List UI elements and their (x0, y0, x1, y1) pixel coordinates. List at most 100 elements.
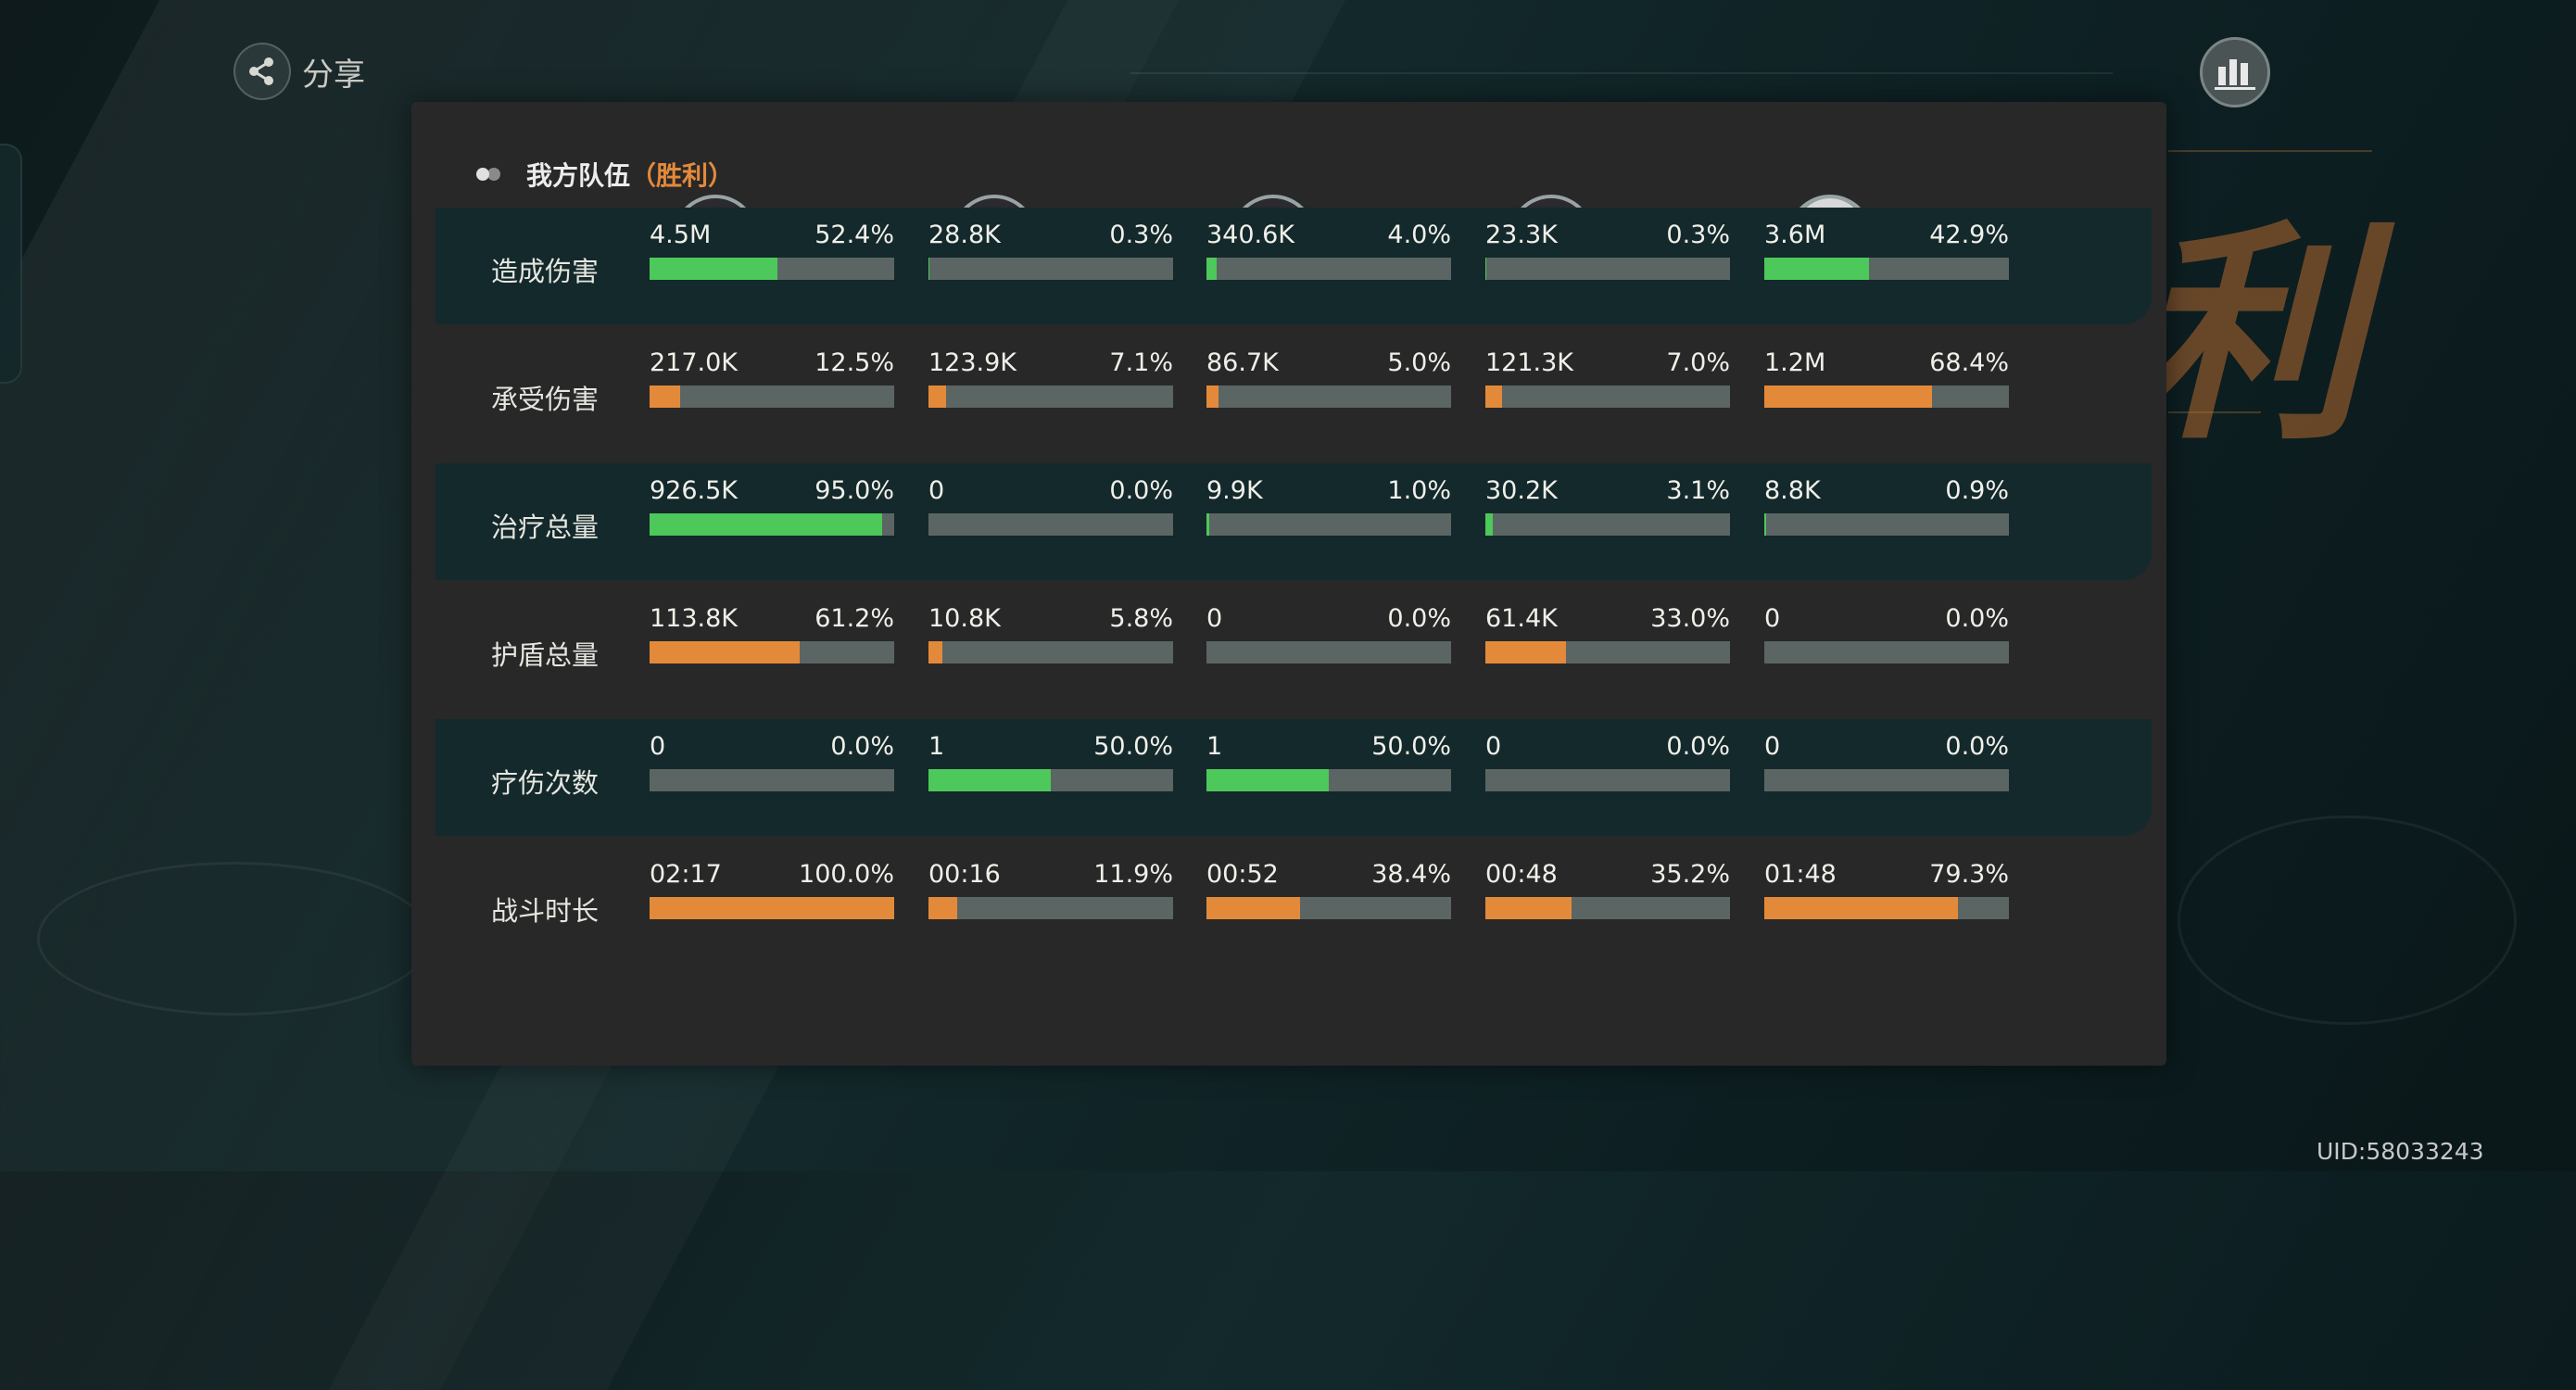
stat-value: 0 (1764, 732, 1781, 761)
stat-cell: 30.2K 3.1% (1485, 463, 1730, 580)
stat-bar-fill (650, 385, 680, 408)
stat-bar-fill (928, 258, 929, 280)
stat-bar-fill (1764, 258, 1870, 280)
stat-row-label: 承受伤害 (491, 384, 600, 415)
stat-value: 340.6K (1206, 221, 1295, 249)
stat-row: 战斗时长 02:17 100.0% 00:16 11.9% 00:52 38.4% 00:48… (436, 847, 2152, 964)
stat-bar-fill (1206, 385, 1219, 408)
stat-bar (1485, 258, 1730, 280)
stat-bar-fill (1764, 897, 1959, 919)
stat-row: 造成伤害 4.5M 52.4% 28.8K 0.3% 340.6K 4.0% 23.3K 0.3… (436, 208, 2152, 324)
stat-row-label: 治疗总量 (491, 512, 600, 543)
stat-percent: 61.2% (814, 604, 894, 633)
stat-percent: 3.1% (1666, 476, 1730, 505)
stat-bar (650, 513, 894, 536)
stat-cell: 0 0.0% (1764, 591, 2009, 708)
stat-cell: 61.4K 33.0% (1485, 591, 1730, 708)
stat-cell: 926.5K 95.0% (650, 463, 894, 580)
stat-value: 1 (928, 732, 945, 761)
stat-percent: 42.9% (1929, 221, 2009, 249)
stat-bar (1764, 513, 2009, 536)
stat-bar (1206, 258, 1451, 280)
stat-bar-fill (1206, 513, 1209, 536)
stat-cell: 3.6M 42.9% (1764, 208, 2009, 324)
stat-value: 926.5K (650, 476, 739, 505)
stat-value: 8.8K (1764, 476, 1821, 505)
stat-cell: 217.0K 12.5% (650, 335, 894, 452)
stat-value: 123.9K (928, 348, 1017, 377)
team-label: 我方队伍 (526, 160, 631, 191)
stat-percent: 95.0% (814, 476, 894, 505)
stat-bar-fill (1485, 897, 1572, 919)
stat-bar (928, 897, 1173, 919)
team-result: （胜利） (630, 160, 735, 191)
stat-row-label: 护盾总量 (491, 639, 600, 671)
stat-bar (1206, 385, 1451, 408)
background-decoration (37, 862, 432, 1016)
stat-bar (1485, 769, 1730, 791)
stat-value: 00:52 (1206, 860, 1279, 889)
stat-bar-fill (1206, 769, 1329, 791)
stat-cell: 00:16 11.9% (928, 847, 1173, 964)
stat-cell: 9.9K 1.0% (1206, 463, 1451, 580)
team-header: 我方队伍（胜利） (476, 156, 734, 193)
stat-bar (928, 641, 1173, 663)
stat-value: 121.3K (1485, 348, 1574, 377)
stat-bar (1206, 513, 1451, 536)
stat-value: 00:16 (928, 860, 1001, 889)
stat-value: 0 (650, 732, 666, 761)
stat-value: 0 (1485, 732, 1502, 761)
stat-cell: 86.7K 5.0% (1206, 335, 1451, 452)
stat-bar-fill (1206, 897, 1301, 919)
stat-cell: 0 0.0% (1206, 591, 1451, 708)
stat-cell: 113.8K 61.2% (650, 591, 894, 708)
stat-cell: 0 0.0% (650, 719, 894, 836)
stat-bar-fill (1206, 258, 1217, 280)
stat-bar-fill (1485, 385, 1503, 408)
stat-percent: 0.0% (830, 732, 894, 761)
stat-percent: 5.8% (1109, 604, 1173, 633)
background-line (2168, 150, 2372, 152)
stat-value: 61.4K (1485, 604, 1558, 633)
stat-value: 0 (1764, 604, 1781, 633)
stat-percent: 11.9% (1093, 860, 1173, 889)
stat-bar (1485, 897, 1730, 919)
stat-percent: 100.0% (799, 860, 894, 889)
stat-value: 86.7K (1206, 348, 1279, 377)
share-icon (234, 43, 291, 100)
stat-percent: 0.0% (1666, 732, 1730, 761)
side-drawer-tab[interactable] (0, 144, 22, 384)
stat-value: 113.8K (650, 604, 739, 633)
stat-bar (1764, 641, 2009, 663)
stat-value: 9.9K (1206, 476, 1263, 505)
stat-bar-fill (928, 641, 943, 663)
stat-value: 3.6M (1764, 221, 1826, 249)
stat-percent: 12.5% (814, 348, 894, 377)
stat-cell: 4.5M 52.4% (650, 208, 894, 324)
stat-bar-fill (1764, 385, 1932, 408)
stat-bar-fill (1485, 641, 1567, 663)
stat-percent: 35.2% (1650, 860, 1730, 889)
stat-cell: 123.9K 7.1% (928, 335, 1173, 452)
share-button[interactable]: 分享 (234, 43, 365, 100)
stat-row: 护盾总量 113.8K 61.2% 10.8K 5.8% 0 0.0% 61.4K 33.0% 0… (436, 591, 2152, 708)
stat-row: 治疗总量 926.5K 95.0% 0 0.0% 9.9K 1.0% 30.2K 3.1% 8.8… (436, 463, 2152, 580)
stat-bar (1206, 897, 1451, 919)
toggle-icon[interactable] (476, 166, 504, 183)
stat-bar-fill (928, 769, 1051, 791)
stat-row-label: 疗伤次数 (491, 767, 600, 799)
stat-bar-fill (650, 641, 800, 663)
stat-percent: 1.0% (1387, 476, 1451, 505)
stat-cell: 10.8K 5.8% (928, 591, 1173, 708)
stats-button[interactable] (2200, 37, 2270, 107)
stat-cell: 0 0.0% (1764, 719, 2009, 836)
stat-percent: 38.4% (1371, 860, 1451, 889)
stat-bar (1485, 513, 1730, 536)
stat-cell: 340.6K 4.0% (1206, 208, 1451, 324)
stat-bar (1206, 769, 1451, 791)
stat-bar (650, 897, 894, 919)
background-line (2168, 411, 2261, 413)
stat-bar (928, 385, 1173, 408)
stat-bar (1764, 385, 2009, 408)
stat-percent: 79.3% (1929, 860, 2009, 889)
